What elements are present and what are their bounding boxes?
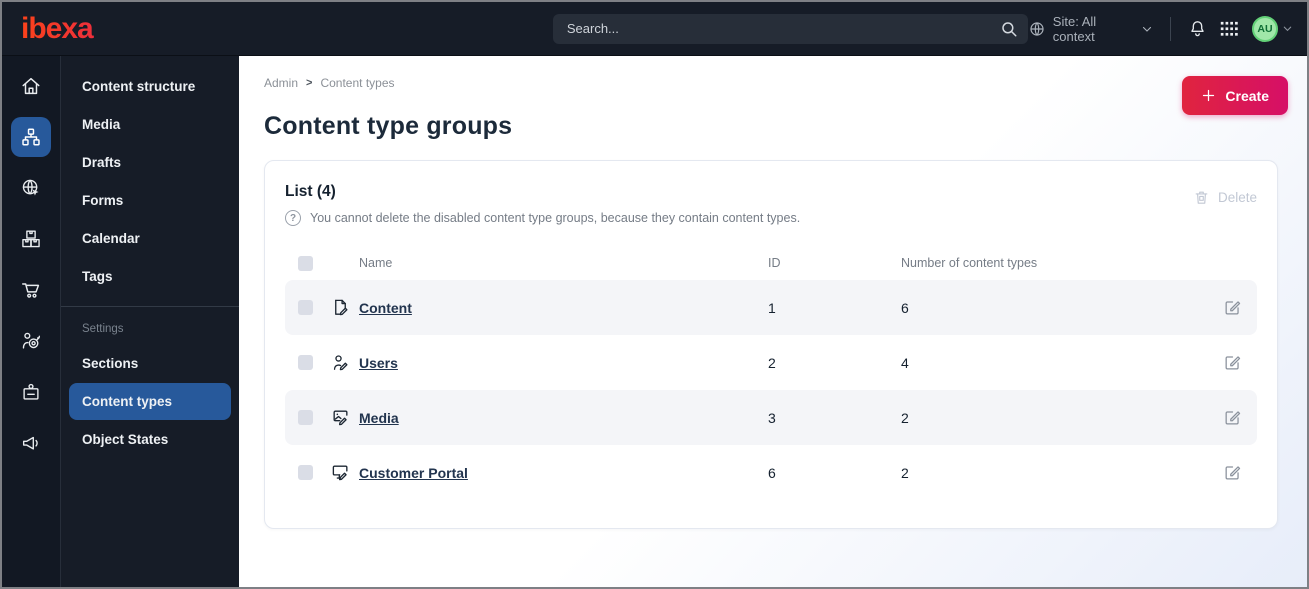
group-name-link[interactable]: Media (359, 409, 399, 426)
sidebar-item-media[interactable]: Media (82, 117, 121, 132)
row-checkbox[interactable] (298, 300, 313, 315)
global-search[interactable] (552, 13, 1028, 44)
list-panel: List (4) ? You cannot delete the disable… (264, 160, 1278, 529)
list-title: List (4) (285, 183, 336, 200)
row-checkbox[interactable] (298, 410, 313, 425)
plus-icon (1201, 88, 1216, 103)
search-icon[interactable] (1000, 20, 1018, 38)
monitor-edit-icon (321, 463, 359, 482)
breadcrumb-content-types[interactable]: Content types (320, 76, 395, 90)
sidebar-item-content-types[interactable]: Content types (69, 383, 231, 420)
image-edit-icon (321, 408, 359, 427)
edit-icon[interactable] (1223, 298, 1257, 317)
trash-icon (1193, 189, 1210, 206)
table-row: Customer Portal 6 2 (285, 445, 1257, 500)
cart-icon[interactable] (11, 270, 51, 310)
select-all-checkbox[interactable] (298, 255, 313, 271)
site-context-selector[interactable]: Site: All context (1028, 14, 1153, 44)
group-id: 2 (768, 354, 776, 371)
edit-icon[interactable] (1223, 408, 1257, 427)
ibexa-logo: ibexa (2, 13, 233, 44)
row-checkbox[interactable] (298, 465, 313, 480)
sidebar-item-sections[interactable]: Sections (82, 356, 139, 371)
content-type-groups-table: Name ID Number of content types (285, 246, 1257, 500)
page-title: Content type groups (264, 112, 513, 140)
settings-section-label: Settings (82, 323, 124, 335)
user-menu[interactable]: AU (1252, 15, 1293, 42)
group-name-link[interactable]: Customer Portal (359, 464, 468, 481)
group-count: 4 (901, 354, 909, 371)
breadcrumb-admin[interactable]: Admin (264, 76, 299, 90)
table-row: Media 3 2 (285, 390, 1257, 445)
site-context-label: Site: All context (1052, 13, 1097, 44)
packages-icon[interactable] (11, 219, 51, 259)
group-id: 6 (768, 464, 776, 481)
group-id: 1 (768, 299, 776, 316)
help-icon: ? (285, 210, 301, 226)
globe-cursor-icon[interactable] (11, 168, 51, 208)
create-button-label: Create (1225, 87, 1269, 104)
table-row: Users 2 4 (285, 335, 1257, 390)
sidebar-menu: Content structure Media Drafts Forms Cal… (61, 56, 239, 587)
column-header-name: Name (359, 256, 393, 270)
badge-icon[interactable] (11, 372, 51, 412)
content-sitemap-icon[interactable] (11, 117, 51, 157)
breadcrumb: Admin > Content types (264, 76, 1278, 90)
group-count: 2 (901, 409, 909, 426)
info-text: You cannot delete the disabled content t… (310, 211, 801, 225)
delete-button[interactable]: Delete (1193, 189, 1257, 206)
row-checkbox[interactable] (298, 355, 313, 370)
group-count: 6 (901, 299, 909, 316)
menu-divider (61, 306, 239, 307)
topbar: ibexa Site: All context (2, 2, 1307, 56)
sidebar-item-drafts[interactable]: Drafts (82, 155, 122, 170)
table-header-row: Name ID Number of content types (285, 246, 1257, 280)
search-input[interactable] (566, 21, 1000, 36)
app-switcher-grid-icon[interactable] (1220, 21, 1239, 37)
globe-icon (1028, 20, 1046, 38)
info-line: ? You cannot delete the disabled content… (285, 210, 800, 226)
breadcrumb-separator: > (306, 77, 313, 89)
personalization-icon[interactable] (11, 321, 51, 361)
column-header-count: Number of content types (901, 256, 1038, 270)
table-row: Content 1 6 (285, 280, 1257, 335)
chevron-down-icon (1282, 23, 1293, 34)
group-id: 3 (768, 409, 776, 426)
topbar-controls: Site: All context AU (1028, 14, 1307, 44)
user-edit-icon (321, 353, 359, 372)
sidebar-item-tags[interactable]: Tags (82, 269, 113, 284)
user-avatar[interactable]: AU (1252, 15, 1278, 42)
file-edit-icon (321, 298, 359, 317)
chevron-down-icon (1141, 23, 1153, 35)
column-header-id: ID (768, 256, 781, 270)
sidebar-item-forms[interactable]: Forms (82, 193, 124, 208)
sidebar-item-content-structure[interactable]: Content structure (82, 79, 196, 94)
group-count: 2 (901, 464, 909, 481)
megaphone-icon[interactable] (11, 423, 51, 463)
edit-icon[interactable] (1223, 353, 1257, 372)
sidebar-item-object-states[interactable]: Object States (82, 432, 169, 447)
create-button[interactable]: Create (1182, 76, 1288, 115)
group-name-link[interactable]: Users (359, 354, 398, 371)
edit-icon[interactable] (1223, 463, 1257, 482)
topbar-divider (1170, 16, 1171, 41)
delete-button-label: Delete (1217, 190, 1257, 205)
home-icon[interactable] (11, 66, 51, 106)
sidebar-item-calendar[interactable]: Calendar (82, 231, 140, 246)
main-content: Admin > Content types Create Content typ… (239, 56, 1307, 587)
icon-rail (2, 56, 61, 587)
group-name-link[interactable]: Content (359, 299, 412, 316)
notifications-bell-icon[interactable] (1188, 19, 1207, 38)
